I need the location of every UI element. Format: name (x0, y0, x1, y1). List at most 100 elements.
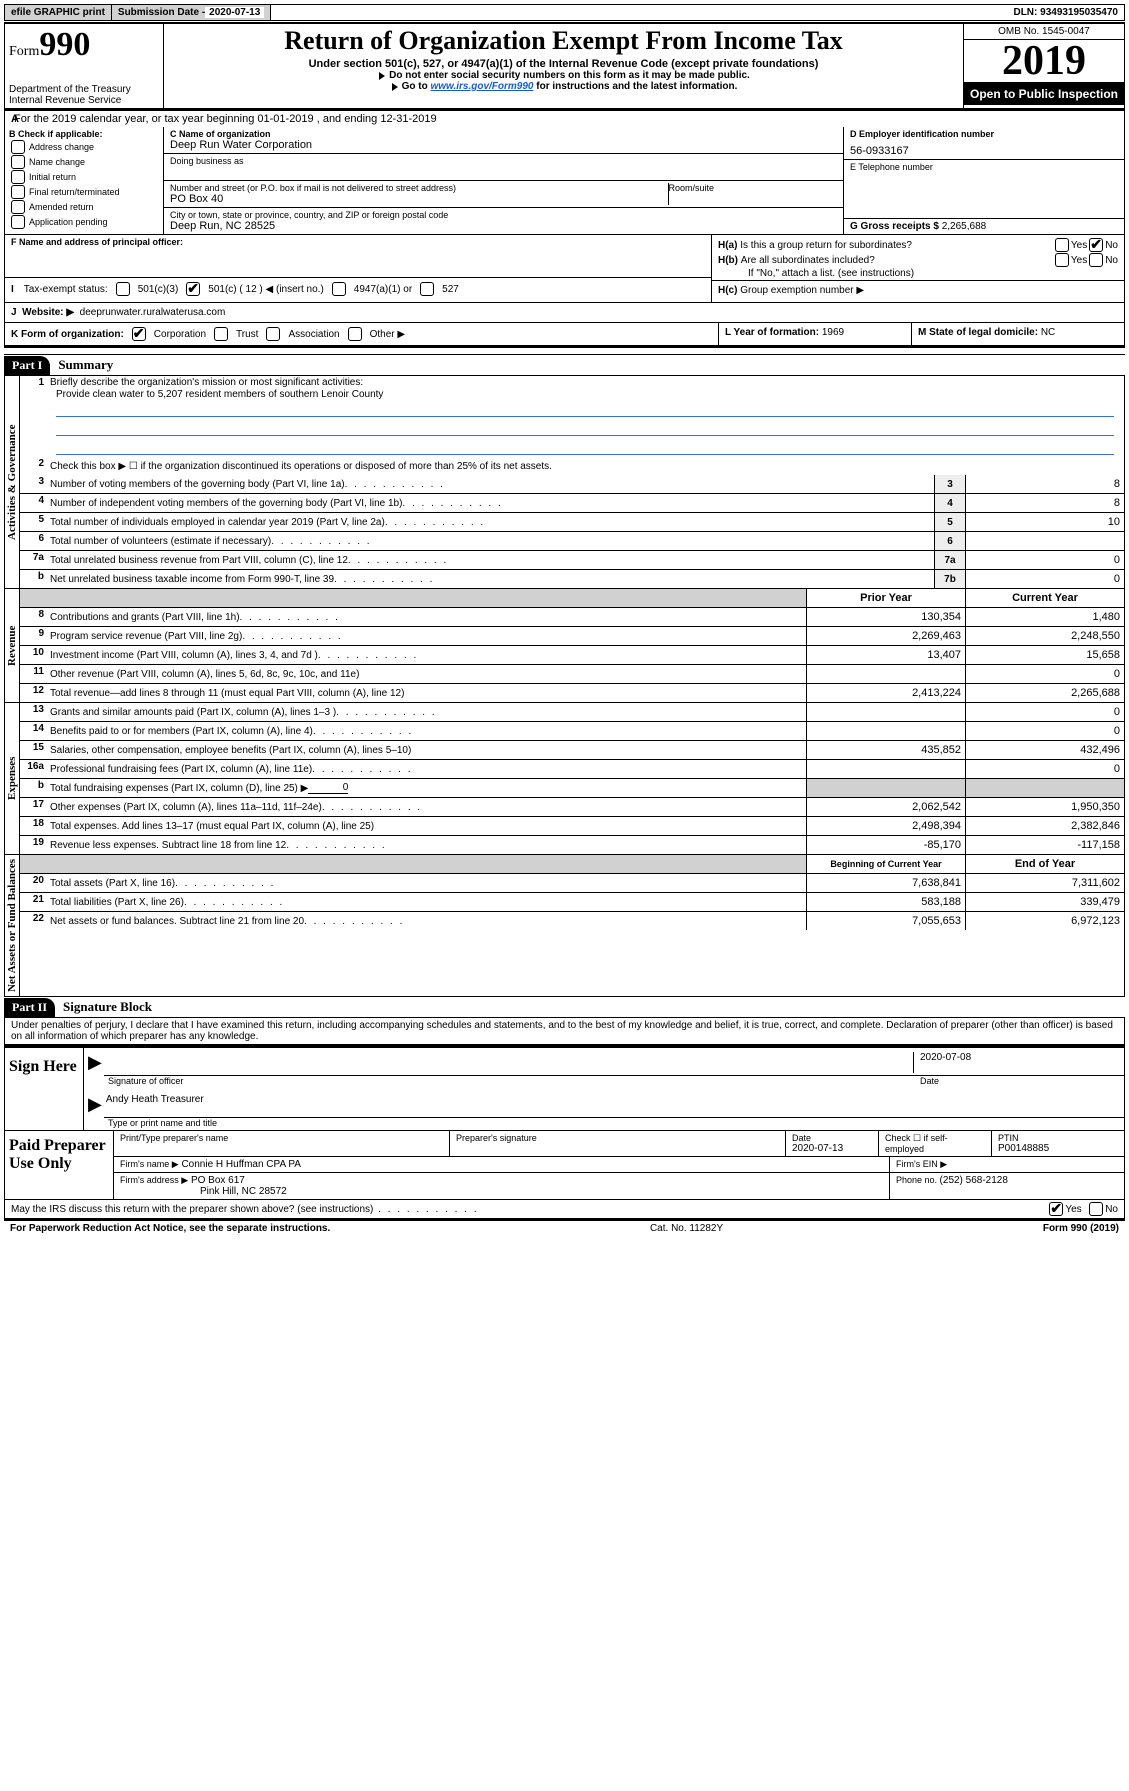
line5: Total number of individuals employed in … (48, 513, 934, 531)
cb-corp[interactable] (132, 327, 146, 341)
domicile-label: M State of legal domicile: (918, 327, 1041, 338)
cb-discuss-no[interactable] (1089, 1202, 1103, 1216)
cell-val: 583,188 (806, 893, 965, 911)
checkbox-icon[interactable] (11, 200, 25, 214)
website-value: deeprunwater.ruralwaterusa.com (80, 307, 226, 318)
no-label: No (1105, 1204, 1118, 1215)
org-name-label: C Name of organization (170, 129, 271, 139)
cb-ha-yes[interactable] (1055, 238, 1069, 252)
cell-val: 0 (965, 722, 1124, 740)
section-f: F Name and address of principal officer:… (5, 235, 712, 302)
checkbox-icon[interactable] (11, 185, 25, 199)
cb-501c[interactable] (186, 282, 200, 296)
sign-section: Sign Here ▶ 2020-07-08 Signature of offi… (4, 1045, 1125, 1131)
line6: Total number of volunteers (estimate if … (48, 532, 934, 550)
part2-bar: Part II Signature Block (4, 997, 1125, 1018)
cell-val: -117,158 (965, 836, 1124, 854)
no-label: No (1105, 240, 1118, 251)
self-employed-label: Check ☐ if self-employed (885, 1133, 985, 1154)
irs-link[interactable]: www.irs.gov/Form990 (430, 81, 533, 92)
cell-num: 6 (934, 532, 965, 550)
sign-here-label: Sign Here (5, 1048, 84, 1130)
cb-hb-no[interactable] (1089, 253, 1103, 267)
preparer-date-value: 2020-07-13 (792, 1143, 872, 1154)
cb-hb-yes[interactable] (1055, 253, 1069, 267)
cb-address-change[interactable]: Address change (9, 140, 159, 154)
cb-4947[interactable] (332, 282, 346, 296)
line17: Other expenses (Part IX, column (A), lin… (48, 798, 806, 816)
cb-label: Final return/terminated (29, 187, 120, 197)
netassets-section: Net Assets or Fund Balances Beginning of… (4, 855, 1125, 997)
cb-trust[interactable] (214, 327, 228, 341)
sig-officer-label: Signature of officer (108, 1076, 914, 1086)
form-header: Form990 Department of the Treasury Inter… (4, 22, 1125, 111)
form-title: Return of Organization Exempt From Incom… (168, 26, 959, 56)
form-prefix: Form (9, 44, 39, 59)
officer-name-line: ▶ Andy Heath Treasurer (104, 1092, 1124, 1118)
cell-val: 7,638,841 (806, 874, 965, 892)
cb-label: Application pending (29, 217, 108, 227)
cb-ha-no[interactable] (1089, 238, 1103, 252)
checkbox-icon[interactable] (11, 155, 25, 169)
line14: Benefits paid to or for members (Part IX… (48, 722, 806, 740)
firm-addr2: Pink Hill, NC 28572 (120, 1186, 883, 1197)
paid-preparer-section: Paid Preparer Use Only Print/Type prepar… (4, 1131, 1125, 1200)
firm-phone-value: (252) 568-2128 (940, 1175, 1008, 1186)
hb-note: If "No," attach a list. (see instruction… (718, 268, 1118, 279)
cb-pending[interactable]: Application pending (9, 215, 159, 229)
firm-name-label: Firm's name ▶ (120, 1159, 179, 1169)
officer-name: Andy Heath Treasurer (106, 1094, 204, 1115)
yes-label: Yes (1071, 240, 1087, 251)
cell-val (806, 665, 965, 683)
part1-bar: Part I Summary (4, 354, 1125, 376)
cb-initial-return[interactable]: Initial return (9, 170, 159, 184)
line16b: Total fundraising expenses (Part IX, col… (48, 779, 806, 797)
ein-value: 56-0933167 (850, 145, 1118, 157)
triangle-icon (379, 72, 385, 80)
cell-val: 2,248,550 (965, 627, 1124, 645)
cell-val: 6,972,123 (965, 912, 1124, 930)
cell-val: 2,413,224 (806, 684, 965, 702)
cell-val: 2,269,463 (806, 627, 965, 645)
cell-num: 7a (934, 551, 965, 569)
preparer-name-label: Print/Type preparer's name (120, 1133, 443, 1143)
yes-label: Yes (1065, 1204, 1081, 1215)
yes-label: Yes (1071, 255, 1087, 266)
cb-other[interactable] (348, 327, 362, 341)
cb-assoc[interactable] (266, 327, 280, 341)
cb-final-return[interactable]: Final return/terminated (9, 185, 159, 199)
cb-527[interactable] (420, 282, 434, 296)
cell-val: 10 (965, 513, 1124, 531)
id-block: B Check if applicable: Address change Na… (4, 127, 1125, 235)
cell-val: 2,062,542 (806, 798, 965, 816)
form-subtitle: Under section 501(c), 527, or 4947(a)(1)… (168, 58, 959, 70)
cell-val: 435,852 (806, 741, 965, 759)
year-formation-value: 1969 (822, 327, 844, 338)
cb-discuss-yes[interactable] (1049, 1202, 1063, 1216)
hdr-curr: Current Year (965, 589, 1124, 607)
checkbox-icon[interactable] (11, 140, 25, 154)
cell-val (806, 760, 965, 778)
cell-val: 7,311,602 (965, 874, 1124, 892)
line20: Total assets (Part X, line 16) (48, 874, 806, 892)
cell-val: 0 (965, 703, 1124, 721)
cell-val: 8 (965, 475, 1124, 493)
cell-val: 432,496 (965, 741, 1124, 759)
cell-val: 339,479 (965, 893, 1124, 911)
efile-button[interactable]: efile GRAPHIC print (5, 5, 112, 20)
cb-name-change[interactable]: Name change (9, 155, 159, 169)
hc-label: Group exemption number ▶ (740, 285, 864, 296)
line7a: Total unrelated business revenue from Pa… (48, 551, 934, 569)
arrow-icon: ▶ (88, 1052, 102, 1073)
checkbox-icon[interactable] (11, 215, 25, 229)
period-bar: A For the 2019 calendar year, or tax yea… (4, 111, 1125, 127)
cell-val: 1,480 (965, 608, 1124, 626)
sidebar-revenue: Revenue (5, 589, 20, 702)
cell-val (806, 703, 965, 721)
firm-addr1: PO Box 617 (191, 1175, 245, 1186)
paid-preparer-label: Paid Preparer Use Only (5, 1131, 113, 1199)
checkbox-icon[interactable] (11, 170, 25, 184)
arrow-icon: ▶ (88, 1094, 102, 1115)
cb-501c3[interactable] (116, 282, 130, 296)
cb-amended[interactable]: Amended return (9, 200, 159, 214)
